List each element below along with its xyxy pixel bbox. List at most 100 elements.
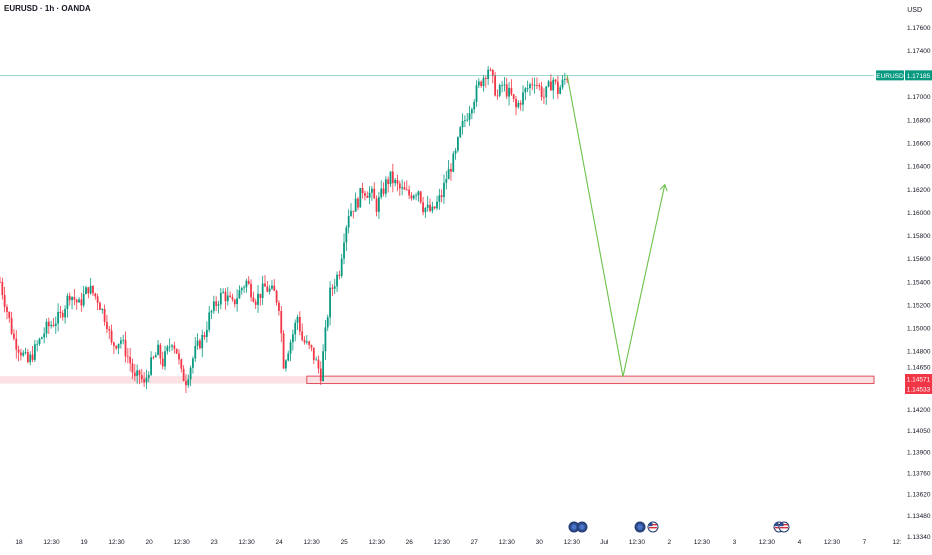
economic-events[interactable] bbox=[568, 521, 790, 533]
candle-body bbox=[366, 195, 369, 198]
candle-body bbox=[24, 352, 27, 353]
candle-body bbox=[382, 188, 385, 194]
candle-body bbox=[219, 292, 222, 305]
candle-body bbox=[254, 301, 257, 305]
candle-body bbox=[68, 295, 71, 301]
time-tick-label: 12:30 bbox=[434, 539, 451, 546]
candle-body bbox=[124, 339, 127, 357]
candle-body bbox=[1, 281, 4, 295]
candle-body bbox=[389, 171, 392, 185]
symbol-badge bbox=[876, 70, 904, 81]
candle-body bbox=[278, 302, 280, 312]
candle-body bbox=[164, 351, 166, 367]
candle-body bbox=[403, 187, 406, 190]
candle-body bbox=[343, 242, 345, 259]
candle-body bbox=[45, 321, 48, 334]
support-zone-box bbox=[306, 375, 875, 385]
candle-body bbox=[178, 353, 180, 360]
candle-body bbox=[110, 330, 113, 343]
candle-body bbox=[303, 340, 306, 343]
candle-body bbox=[494, 75, 497, 96]
candle-body bbox=[273, 285, 276, 291]
us-flag-stripe bbox=[780, 524, 788, 526]
candle-body bbox=[3, 294, 6, 307]
candle-body bbox=[496, 95, 499, 97]
candle-body bbox=[26, 352, 29, 363]
candle-body bbox=[431, 206, 434, 211]
candle-body bbox=[154, 355, 157, 358]
candle-body bbox=[463, 120, 466, 122]
candle-body bbox=[73, 297, 76, 300]
candle-body bbox=[529, 84, 531, 88]
price-tick-label: 1.15800 bbox=[907, 233, 931, 240]
candle-body bbox=[501, 85, 503, 86]
price-tick-label: 1.15400 bbox=[907, 279, 931, 286]
us-flag-canton bbox=[649, 523, 653, 527]
candle-body bbox=[157, 344, 159, 356]
candle-body bbox=[447, 169, 450, 180]
candle-body bbox=[405, 189, 408, 191]
candle-body bbox=[243, 287, 245, 289]
projection-layer bbox=[566, 75, 668, 377]
candle-body bbox=[345, 227, 348, 243]
candle-body bbox=[236, 298, 238, 305]
candle-body bbox=[375, 198, 378, 212]
candle-body bbox=[192, 358, 194, 368]
candle-body bbox=[252, 297, 255, 302]
candle-body bbox=[29, 354, 32, 363]
candle-body bbox=[315, 359, 318, 361]
candle-body bbox=[64, 308, 66, 318]
candle-body bbox=[419, 191, 422, 203]
candle-body bbox=[126, 356, 129, 358]
time-tick-label: 25 bbox=[341, 539, 349, 546]
time-tick-label: 12:30 bbox=[43, 539, 60, 546]
candles-layer bbox=[0, 66, 569, 394]
time-tick-label: 3 bbox=[733, 539, 737, 546]
candle-body bbox=[324, 327, 327, 352]
candle-body bbox=[433, 206, 436, 209]
candle-body bbox=[289, 342, 292, 354]
candle-body bbox=[182, 368, 185, 382]
candle-body bbox=[275, 290, 278, 303]
time-tick-label: 7 bbox=[863, 539, 867, 546]
candle-body bbox=[429, 204, 431, 211]
candle-body bbox=[354, 198, 357, 212]
candle-body bbox=[180, 359, 183, 369]
candle-body bbox=[122, 339, 125, 341]
candle-body bbox=[524, 88, 527, 93]
price-tick-label: 1.15600 bbox=[907, 256, 931, 263]
candle-body bbox=[396, 179, 399, 184]
candle-body bbox=[189, 367, 192, 380]
time-tick-label: 20 bbox=[145, 539, 153, 546]
candle-body bbox=[566, 79, 569, 80]
candle-body bbox=[0, 281, 1, 283]
candle-body bbox=[96, 296, 99, 303]
candle-body bbox=[261, 283, 264, 298]
candle-body bbox=[282, 333, 285, 369]
candle-body bbox=[457, 137, 459, 151]
time-tick-label: 12:30 bbox=[238, 539, 255, 546]
candle-body bbox=[371, 188, 373, 193]
candle-body bbox=[112, 342, 115, 346]
candle-body bbox=[108, 329, 111, 331]
zone-bottom-badge-text: 1.14533 bbox=[907, 387, 931, 394]
candle-body bbox=[240, 288, 243, 291]
candle-body bbox=[517, 102, 520, 108]
time-tick-label: 19 bbox=[80, 539, 88, 546]
candle-body bbox=[161, 358, 164, 367]
candle-body bbox=[526, 87, 529, 89]
candle-body bbox=[203, 335, 206, 337]
candle-body bbox=[543, 96, 545, 98]
candle-body bbox=[6, 306, 8, 312]
time-axis[interactable]: 18 12:30 19 12:30 20 12:30 23 12:30 24 12:30 25 12:… bbox=[15, 539, 901, 546]
candle-body bbox=[92, 285, 94, 294]
zone-bottom-badge bbox=[905, 384, 932, 394]
chart-title: EURUSD · 1h · OANDA bbox=[4, 4, 91, 13]
candle-body bbox=[312, 347, 315, 360]
candle-body bbox=[310, 345, 313, 348]
candle-body bbox=[475, 85, 478, 103]
candle-body bbox=[138, 370, 141, 376]
